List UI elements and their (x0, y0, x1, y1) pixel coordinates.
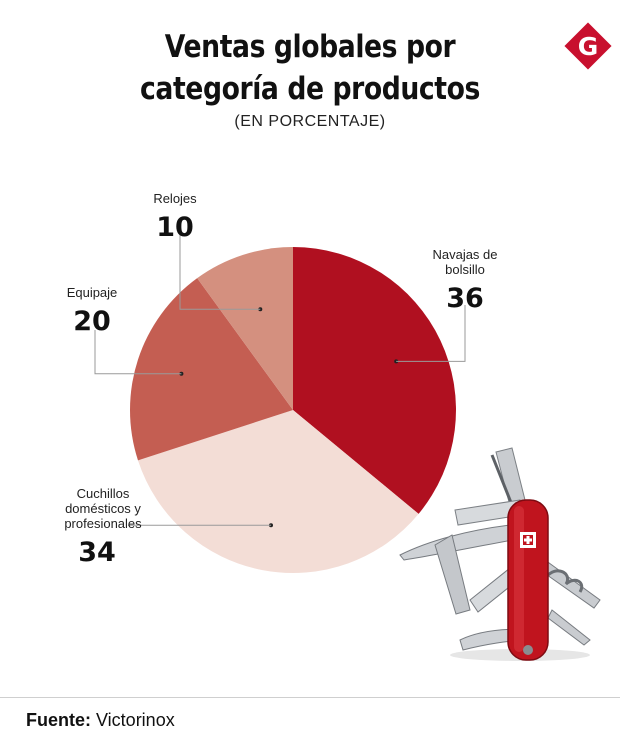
leader-line-4 (179, 234, 261, 310)
source-value: Victorinox (91, 710, 175, 730)
slice-label-1-line-1: Navajas de (432, 247, 497, 262)
slice-value-2: 34 (78, 537, 116, 568)
slice-value-3: 20 (73, 306, 111, 337)
pie-slice-4 (197, 247, 293, 410)
slice-label-2-line-2: domésticos y (65, 501, 141, 516)
pie-slice-1 (293, 247, 456, 514)
chart-title: Ventas globales por categoría de product… (43, 26, 576, 110)
label-leaders (94, 234, 466, 526)
slice-label-2-line-3: profesionales (64, 516, 142, 531)
slice-label-1-line-2: bolsillo (445, 262, 485, 277)
slice-value-1: 36 (446, 283, 484, 314)
pie-slice-2 (137, 410, 419, 573)
brand-logo-letter: G (578, 32, 599, 61)
leader-line-3 (94, 330, 182, 375)
chart-title-line-1: Ventas globales por (164, 29, 456, 65)
slice-label-3-line-1: Equipaje (67, 285, 118, 300)
slice-value-4: 10 (156, 212, 194, 243)
pie-slice-3 (130, 278, 293, 461)
chart-subtitle: (EN PORCENTAJE) (234, 113, 386, 130)
chart-title-line-2: categoría de productos (140, 71, 480, 107)
source-label: Fuente: (26, 710, 91, 730)
slice-label-2-line-1: Cuchillos (77, 486, 130, 501)
leader-line-1 (396, 305, 466, 362)
source-credit: Fuente: Victorinox (26, 710, 175, 731)
pie-slices (130, 247, 456, 573)
slice-label-4-line-1: Relojes (153, 191, 197, 206)
swiss-army-knife-icon (399, 447, 601, 661)
footer-divider (0, 697, 620, 698)
brand-logo-icon: G (562, 20, 614, 72)
